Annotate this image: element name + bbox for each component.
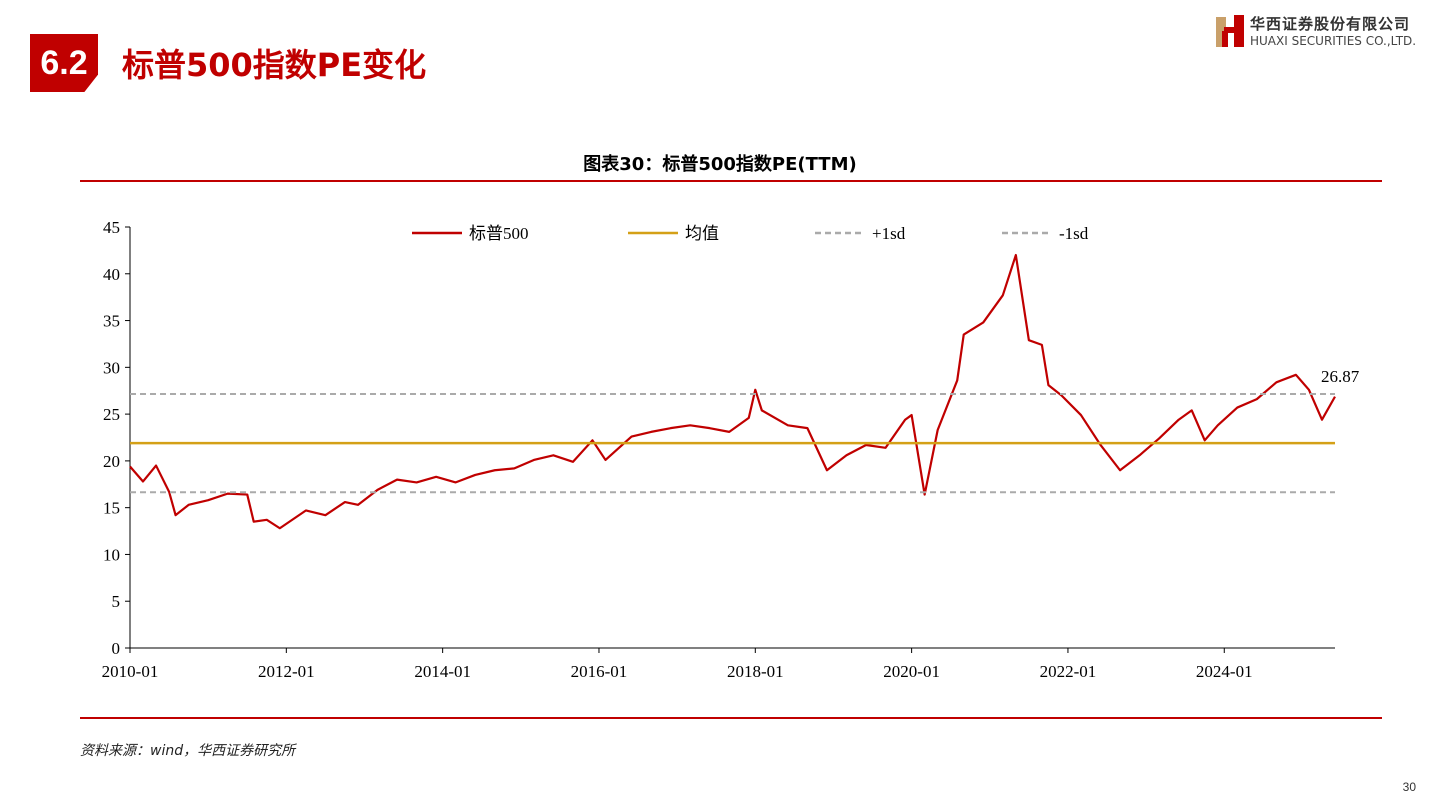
legend-label: +1sd — [872, 224, 906, 243]
logo-cn-text: 华西证券股份有限公司 — [1250, 15, 1411, 33]
y-tick-label: 45 — [103, 218, 120, 237]
y-tick-label: 0 — [112, 639, 121, 658]
section-title: 标普500指数PE变化 — [122, 46, 427, 84]
legend-label: -1sd — [1059, 224, 1089, 243]
x-tick-label: 2022-01 — [1040, 662, 1097, 681]
section-number-badge: 6.2 — [30, 34, 98, 92]
last-value-label: 26.87 — [1321, 367, 1360, 386]
y-tick-label: 30 — [103, 358, 120, 377]
x-tick-label: 2010-01 — [102, 662, 159, 681]
source-note: 资料来源：wind，华西证券研究所 — [80, 743, 296, 759]
y-tick-label: 15 — [103, 499, 120, 518]
y-tick-label: 35 — [103, 312, 120, 331]
x-tick-label: 2018-01 — [727, 662, 784, 681]
y-tick-label: 25 — [103, 405, 120, 424]
logo-en-text: HUAXI SECURITIES CO.,LTD. — [1250, 34, 1417, 48]
x-tick-label: 2014-01 — [414, 662, 471, 681]
company-logo: 华西证券股份有限公司 HUAXI SECURITIES CO.,LTD. — [1216, 13, 1416, 48]
y-tick-label: 10 — [103, 545, 120, 564]
x-tick-label: 2012-01 — [258, 662, 315, 681]
chart-title: 图表30：标普500指数PE(TTM) — [583, 154, 857, 175]
legend-label: 标普500 — [469, 224, 529, 243]
y-tick-label: 20 — [103, 452, 120, 471]
legend-label: 均值 — [685, 224, 719, 243]
x-tick-label: 2024-01 — [1196, 662, 1253, 681]
x-tick-label: 2020-01 — [883, 662, 940, 681]
bottom-divider — [80, 717, 1382, 719]
logo-mark-icon — [1216, 14, 1244, 47]
page-number: 30 — [1402, 780, 1416, 794]
x-tick-label: 2016-01 — [571, 662, 628, 681]
y-tick-label: 5 — [112, 592, 121, 611]
top-divider — [80, 180, 1382, 182]
y-tick-label: 40 — [103, 265, 120, 284]
series-line-sp500 — [129, 253, 1336, 530]
